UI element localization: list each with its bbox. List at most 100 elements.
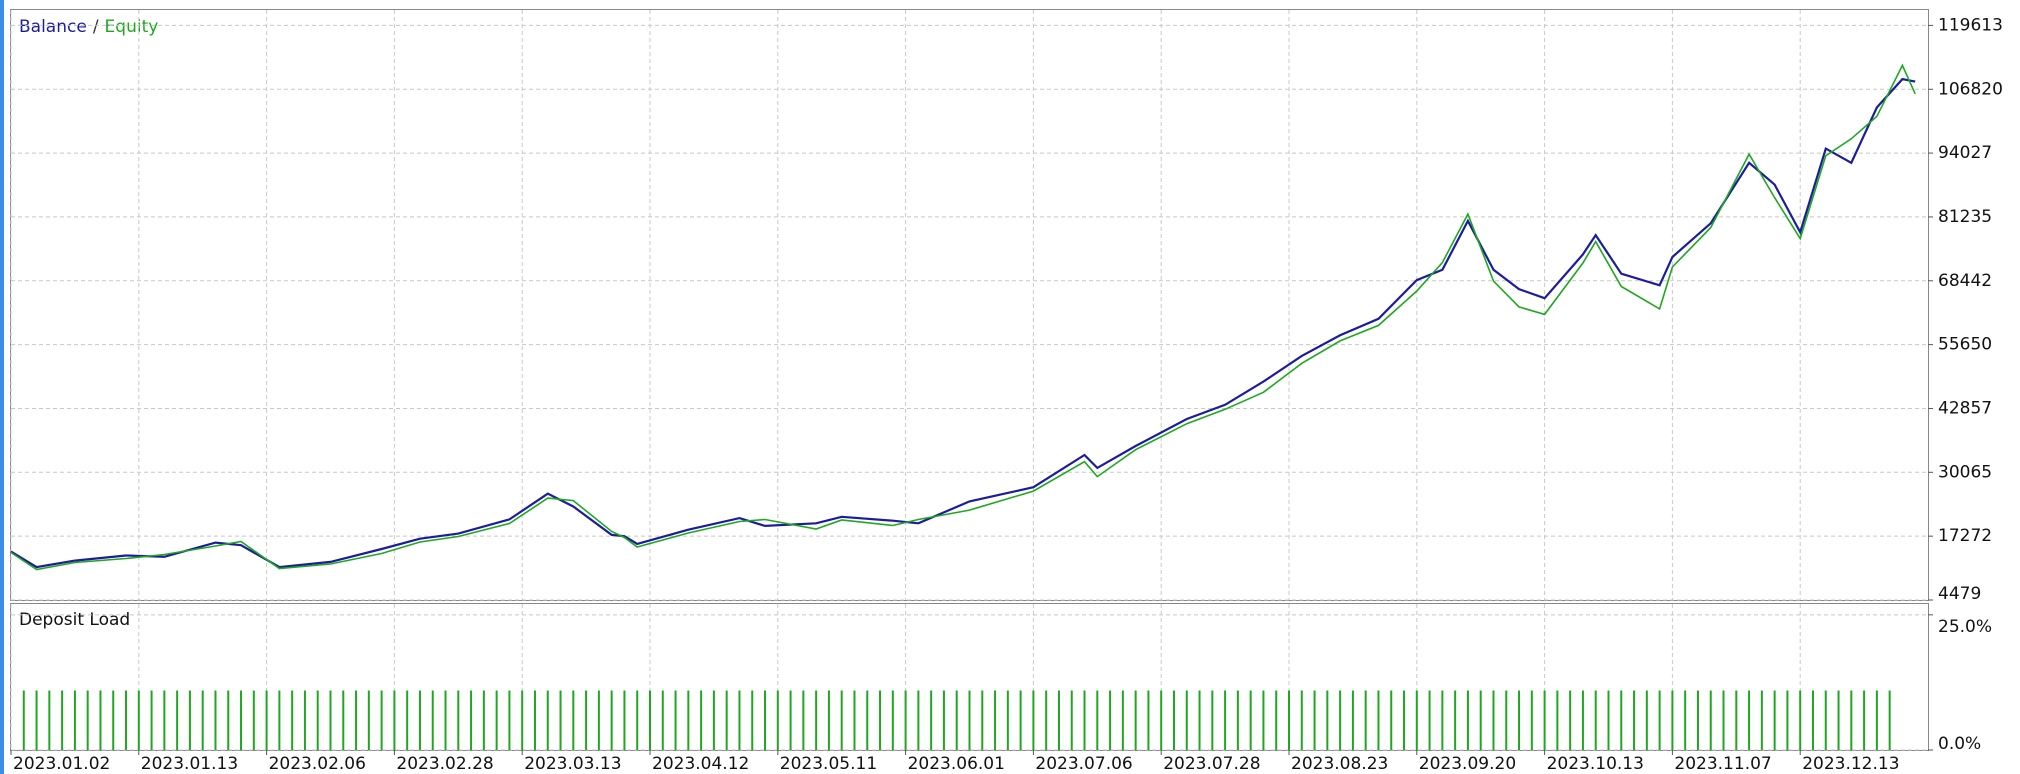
load-bar <box>1748 690 1751 750</box>
load-bar <box>201 690 204 750</box>
load-bar <box>188 690 191 750</box>
load-bar <box>316 690 319 750</box>
load-bar <box>1313 690 1316 750</box>
load-bar <box>546 690 549 750</box>
load-bar <box>1607 690 1610 750</box>
load-bar <box>99 690 102 750</box>
load-bar <box>1837 690 1840 750</box>
x-tick-label: 2023.03.13 <box>524 754 621 774</box>
load-bar <box>1594 690 1597 750</box>
x-tick-label: 2023.07.28 <box>1163 754 1260 774</box>
load-bar <box>1556 690 1559 750</box>
load-bar <box>1543 690 1546 750</box>
load-bar <box>891 690 894 750</box>
y-tick-label: 81235 <box>1938 207 1992 227</box>
load-bar <box>1569 690 1572 750</box>
load-bar <box>176 690 179 750</box>
load-bar <box>1466 690 1469 750</box>
load-bar <box>1121 690 1124 750</box>
load-bar <box>942 690 945 750</box>
load-bar <box>1684 690 1687 750</box>
load-bar <box>61 690 64 750</box>
window-edge <box>0 0 4 774</box>
load-bar <box>585 690 588 750</box>
load-bar <box>1070 690 1073 750</box>
load-bar <box>1185 690 1188 750</box>
load-bar <box>866 690 869 750</box>
load-bar <box>265 690 268 750</box>
load-bar <box>751 690 754 750</box>
load-bar <box>482 690 485 750</box>
load-bar <box>955 690 958 750</box>
load-bar <box>879 690 882 750</box>
load-bar <box>1696 690 1699 750</box>
x-tick-label: 2023.01.13 <box>141 754 238 774</box>
load-bar <box>712 690 715 750</box>
load-bar <box>252 690 255 750</box>
balance-panel <box>10 9 1929 601</box>
load-bar <box>22 690 25 750</box>
load-bar <box>431 690 434 750</box>
load-bar <box>738 690 741 750</box>
load-bar <box>291 690 294 750</box>
load-bar <box>1850 690 1853 750</box>
load-bar <box>240 690 243 750</box>
load-bar <box>802 690 805 750</box>
load-bar <box>1786 690 1789 750</box>
load-bar <box>649 690 651 750</box>
load-bar <box>764 690 767 750</box>
load-bar <box>1032 690 1035 750</box>
load-bar <box>674 690 677 750</box>
load-bar <box>1709 690 1712 750</box>
load-bar <box>789 690 792 750</box>
load-bar <box>1671 690 1674 750</box>
load-bar <box>1454 690 1457 750</box>
load-bar <box>597 690 600 750</box>
load-bar <box>125 690 128 750</box>
load-bar <box>1505 690 1508 750</box>
load-bar <box>1147 690 1150 750</box>
load-bar <box>1403 690 1406 750</box>
load-bar <box>1339 690 1342 750</box>
load-bar <box>1160 690 1163 750</box>
load-bar <box>1288 690 1290 750</box>
load-bar <box>994 690 997 750</box>
y-tick-label: 17272 <box>1938 526 1992 546</box>
load-bar <box>661 690 664 750</box>
legend-separator: / <box>93 17 99 37</box>
load-bar <box>1760 690 1763 750</box>
load-bar <box>227 690 230 750</box>
load-bar <box>827 690 830 750</box>
y-tick-label: 55650 <box>1938 335 1992 355</box>
load-bar <box>1262 690 1265 750</box>
load-bar <box>930 690 933 750</box>
load-bar <box>137 690 140 750</box>
load-bar <box>1479 690 1482 750</box>
x-tick-label: 2023.10.13 <box>1547 754 1644 774</box>
load-bar <box>342 690 345 750</box>
y-tick-label: 25.0% <box>1938 617 1992 637</box>
load-bar <box>163 690 166 750</box>
load-bar <box>1134 690 1137 750</box>
load-bar <box>1275 690 1278 750</box>
legend-equity: Equity <box>105 17 159 37</box>
load-bar <box>393 690 396 750</box>
load-bar <box>636 690 639 750</box>
load-bar <box>1530 690 1533 750</box>
y-tick-label: 0.0% <box>1938 734 1981 754</box>
y-tick-label: 68442 <box>1938 271 1992 291</box>
load-bar <box>367 690 370 750</box>
y-tick-label: 30065 <box>1938 462 1992 482</box>
x-tick-label: 2023.11.07 <box>1674 754 1771 774</box>
load-bar <box>1428 690 1431 750</box>
load-bar <box>406 690 409 750</box>
load-bar <box>853 690 856 750</box>
series-line <box>10 77 1916 569</box>
load-bar <box>1300 690 1303 750</box>
load-bar <box>112 690 115 750</box>
y-tick-label: 4479 <box>1938 584 1981 604</box>
load-bar <box>533 690 536 750</box>
load-bar <box>1364 690 1367 750</box>
